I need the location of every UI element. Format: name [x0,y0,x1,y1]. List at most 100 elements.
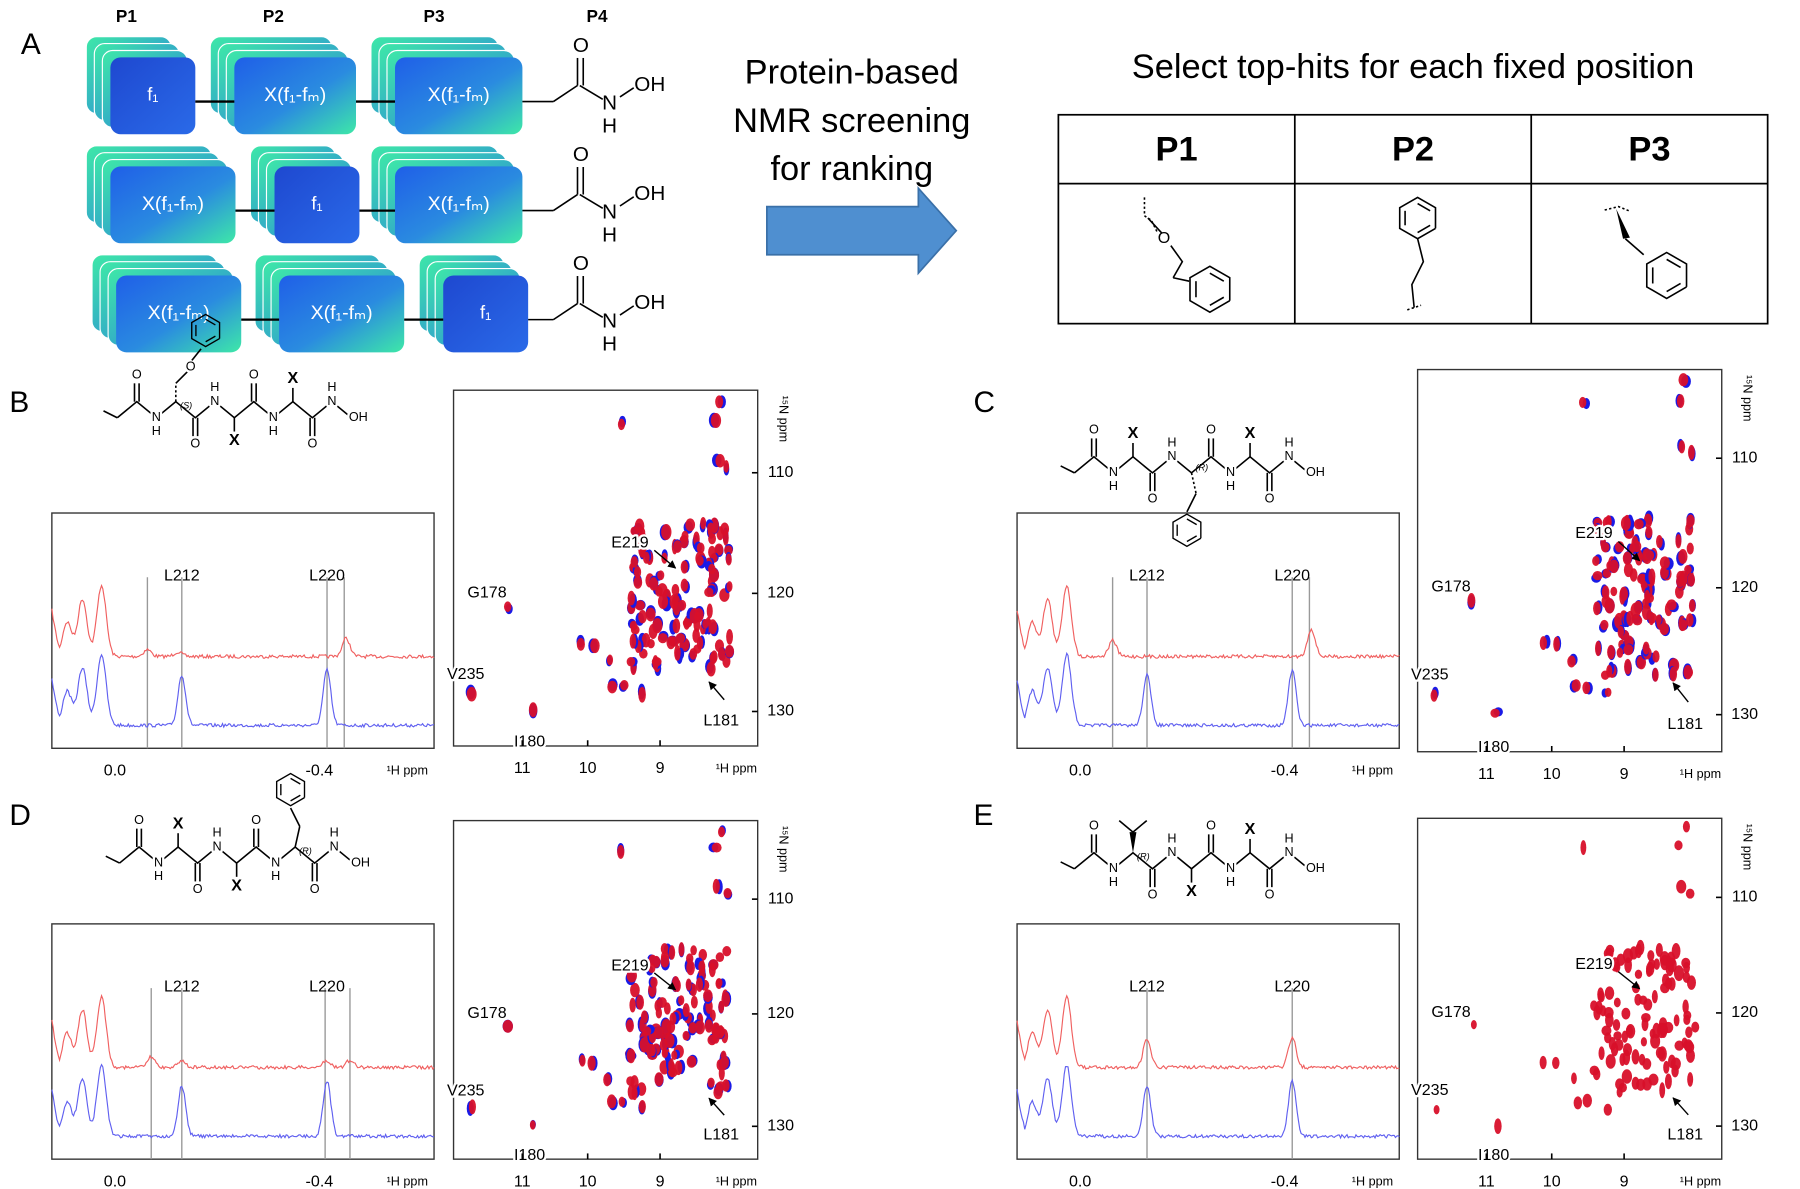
cross-peak [700,516,707,530]
cross-peak [1467,593,1476,608]
atom-label: H [1167,435,1176,449]
peak-label: V235 [1411,1081,1449,1099]
spectrum-2d-frame [1416,817,1723,1160]
cross-peak [1629,543,1636,554]
cross-peak [1633,519,1644,530]
bond [191,348,202,361]
cross-peak [1669,666,1678,682]
cross-peak [579,1054,586,1067]
axis-label: ¹H ppm [1352,1174,1393,1188]
tick-label: 9 [1620,765,1629,783]
bond [175,371,188,384]
tick-label: 0.0 [1069,761,1091,779]
cross-peak [1674,840,1683,851]
peak-label: E219 [611,956,649,974]
bond [1604,205,1631,212]
atom-label: N [1226,861,1235,875]
axis-label: ¹H ppm [387,764,428,778]
cross-peak [626,1048,636,1064]
cross-peak [603,1073,612,1087]
tick-label: 130 [1731,705,1758,723]
cross-peak [706,661,716,677]
atom-label: O [1265,492,1275,506]
process-arrow [766,185,958,276]
panel-letter: C [973,386,995,419]
atom-label: H [269,424,278,438]
atom-label: H [152,424,161,438]
axis-label: ¹H ppm [387,1174,428,1188]
cross-peak [657,583,668,597]
cross-peak [627,590,636,606]
cross-peak [1678,549,1688,564]
cross-peak [1617,625,1625,638]
fragment-label: X(f₁-fₘ) [428,84,490,106]
cross-peak [1433,1104,1440,1115]
atom-label: H [271,869,280,883]
cross-peak [625,1019,634,1033]
annotation-arrow [708,1097,725,1116]
arrow-caption: for ranking [770,150,933,188]
atom-label: N [152,410,161,424]
cross-peak [652,617,663,634]
axis-label: ¹H ppm [1680,1174,1721,1188]
cross-peak [1592,523,1600,534]
atom-label: N [1109,465,1118,479]
cross-peak [714,543,724,556]
cross-peak [626,657,636,667]
atom-label: H [213,826,222,840]
cross-peak [1600,619,1609,631]
atom-label: N [1167,449,1176,463]
cross-peak [710,413,722,429]
cross-peak [1645,526,1653,539]
atom-label: H [330,826,339,840]
cross-peak [466,686,477,702]
peak-label: L220 [309,566,345,584]
cross-peak [1571,1072,1577,1085]
cross-peak [634,600,645,611]
spectrum-trace [51,1063,435,1140]
bond [294,826,301,848]
peak-label: L220 [1274,566,1310,584]
cross-peak [1623,644,1634,656]
cross-peak [1635,943,1643,959]
fragment-label: X(f₁-fₘ) [428,193,490,215]
bond [552,84,578,103]
cross-peak [642,551,650,564]
cross-peak [1604,986,1615,1000]
cross-peak [649,577,659,591]
atom-label: N [154,855,163,869]
stereo-label: (S) [180,401,192,411]
peak-label: I180 [514,733,545,751]
bond [290,794,301,802]
cross-peak [626,1076,635,1086]
spectrum-1d-frame [1016,512,1400,749]
axis-label: ¹H ppm [716,761,757,775]
cross-peak [708,545,716,559]
cross-peak [1652,650,1660,663]
cross-peak [724,545,733,556]
cross-peak [689,648,698,660]
tick-label: 0.0 [104,761,126,779]
cross-peak [1607,644,1616,660]
benzene-ring [1645,251,1688,300]
cross-peak [1636,1078,1646,1091]
tick-label: 130 [767,1117,794,1135]
cross-peak [1573,1096,1583,1110]
peak-label: L212 [164,566,200,584]
cross-peak [1683,665,1693,680]
cross-peak [648,963,656,974]
cross-peak [708,533,716,545]
cross-peak [1652,667,1659,682]
bond [105,855,120,864]
cross-peak [703,989,713,1002]
cross-peak [1539,636,1548,651]
axis-label: ¹⁵N ppm [1741,824,1755,871]
cross-peak [1678,373,1689,387]
cross-peak [1643,513,1653,529]
fragment-label: f₁ [480,302,491,323]
cross-peak [1676,394,1685,409]
x-label: X [229,431,240,449]
tick-label: 0.0 [104,1172,126,1189]
tick-label: 9 [656,759,665,777]
